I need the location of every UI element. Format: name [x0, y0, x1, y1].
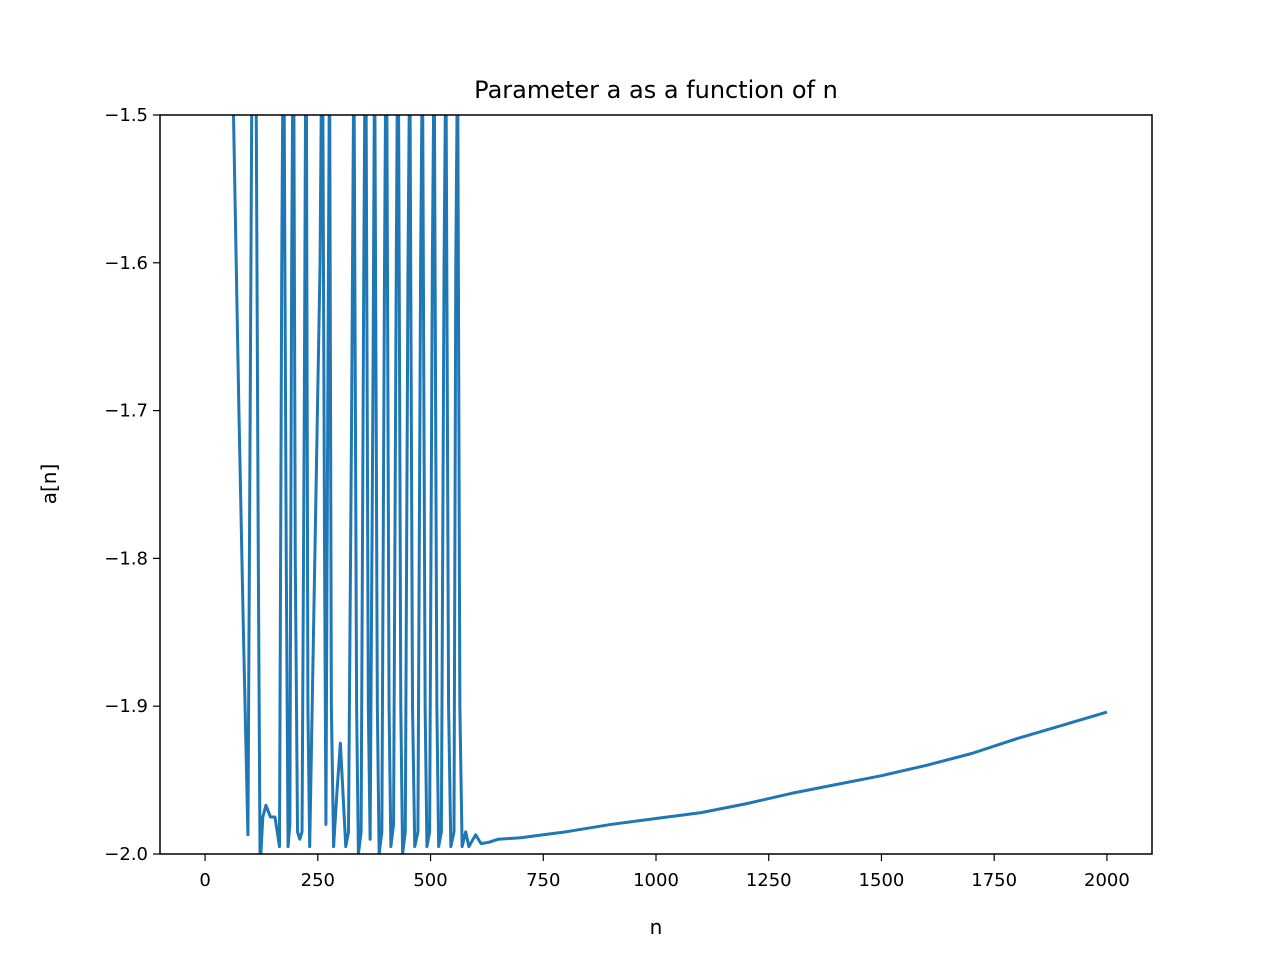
y-tick-label: −1.6: [104, 253, 148, 274]
x-tick-label: 2000: [1084, 870, 1130, 891]
x-tick-label: 750: [526, 870, 560, 891]
x-tick-label: 0: [199, 870, 210, 891]
x-tick-label: 500: [413, 870, 447, 891]
data-line: [232, 115, 1108, 854]
x-axis-label: n: [650, 915, 663, 939]
x-tick-label: 1750: [971, 870, 1017, 891]
x-tick-label: 250: [301, 870, 335, 891]
y-axis-label: a[n]: [37, 464, 61, 505]
y-tick-label: −1.5: [104, 105, 148, 126]
plot-area: [232, 115, 1108, 854]
y-tick-label: −1.9: [104, 696, 148, 717]
y-tick-label: −1.8: [104, 548, 148, 569]
x-tick-label: 1000: [633, 870, 679, 891]
chart-title: Parameter a as a function of n: [474, 76, 838, 104]
x-tick-label: 1500: [859, 870, 905, 891]
y-tick-label: −2.0: [104, 844, 148, 865]
y-tick-label: −1.7: [104, 401, 148, 422]
x-tick-label: 1250: [746, 870, 792, 891]
